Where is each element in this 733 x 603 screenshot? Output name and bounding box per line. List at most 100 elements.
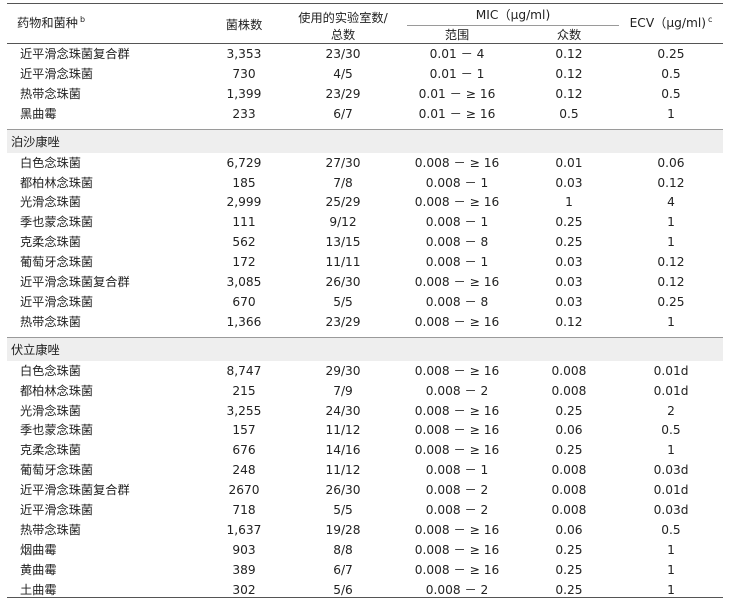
- cell-ecv: 0.12: [657, 255, 685, 270]
- cell-strain-count: 676: [232, 443, 256, 458]
- cell-strain-count: 172: [232, 255, 256, 270]
- cell-species: 葡萄牙念珠菌: [20, 255, 94, 270]
- cell-mic-range: 0.008 － 1: [425, 215, 489, 230]
- cell-ecv: 1: [667, 106, 675, 121]
- cell-mic-range: 0.008 － ≥ 16: [414, 195, 500, 210]
- cell-mic-range: 0.008 － 2: [425, 582, 489, 597]
- group-separator: [7, 336, 723, 338]
- cell-strain-count: 670: [232, 294, 256, 309]
- cell-mic-mode: 0.03: [555, 294, 583, 309]
- cell-mic-mode: 0.12: [555, 314, 583, 329]
- cell-mic-mode: 0.25: [555, 582, 583, 597]
- cell-species: 黑曲霉: [20, 106, 57, 121]
- cell-labs: 6/7: [333, 106, 353, 121]
- cell-species: 近平滑念珠菌复合群: [20, 483, 130, 498]
- cell-species: 黄曲霉: [20, 562, 57, 577]
- cell-species: 季也蒙念珠菌: [20, 215, 94, 230]
- cell-mic-range: 0.01 － ≥ 16: [418, 106, 496, 121]
- cell-strain-count: 185: [232, 175, 256, 190]
- cell-species: 土曲霉: [20, 582, 57, 597]
- cell-strain-count: 3,353: [226, 47, 262, 61]
- cell-labs: 13/15: [325, 235, 361, 250]
- cell-strain-count: 730: [232, 66, 256, 81]
- cell-mic-range: 0.008 － ≥ 16: [414, 275, 500, 289]
- cell-ecv: 0.06: [657, 155, 685, 170]
- cell-mic-mode: 0.25: [555, 562, 583, 577]
- cell-labs: 23/30: [325, 47, 361, 61]
- cell-mic-mode: 0.03: [555, 175, 583, 190]
- cell-strain-count: 1,399: [226, 86, 262, 101]
- cell-ecv: 0.5: [661, 66, 681, 81]
- cell-ecv: 1: [667, 235, 675, 250]
- cell-mic-mode: 0.008: [551, 463, 587, 478]
- cell-mic-mode: 0.008: [551, 363, 587, 378]
- cell-labs: 26/30: [325, 483, 361, 498]
- cell-labs: 5/6: [333, 582, 353, 597]
- cell-species: 近平滑念珠菌复合群: [20, 47, 130, 61]
- cell-species: 光滑念珠菌: [20, 195, 81, 210]
- header-labs-line2: 总数: [330, 28, 356, 42]
- cell-mic-range: 0.008 － 2: [425, 483, 489, 498]
- cell-ecv: 0.5: [661, 86, 681, 101]
- cell-labs: 11/12: [325, 423, 361, 438]
- section-title: 伏立康唑: [11, 342, 60, 357]
- cell-species: 光滑念珠菌: [20, 403, 81, 418]
- cell-labs: 29/30: [325, 363, 361, 378]
- cell-species: 近平滑念珠菌: [20, 294, 94, 309]
- cell-ecv: 0.25: [657, 294, 685, 309]
- cell-ecv: 1: [667, 582, 675, 597]
- cell-mic-mode: 0.12: [555, 66, 583, 81]
- cell-mic-mode: 0.06: [555, 423, 583, 438]
- cell-ecv: 0.01d: [653, 383, 689, 398]
- top-rule: [7, 3, 723, 4]
- group-separator: [7, 128, 723, 130]
- cell-mic-range: 0.008 － ≥ 16: [414, 403, 500, 418]
- cell-ecv: 0.12: [657, 275, 685, 289]
- cell-ecv: 0.01d: [653, 483, 689, 498]
- cell-mic-range: 0.008 － 1: [425, 463, 489, 478]
- cell-strain-count: 8,747: [226, 363, 262, 378]
- cell-labs: 26/30: [325, 275, 361, 289]
- cell-mic-mode: 0.25: [555, 542, 583, 557]
- cell-labs: 7/9: [333, 383, 353, 398]
- cell-ecv: 0.03d: [653, 503, 689, 517]
- header-rule: [7, 43, 723, 44]
- cell-ecv: 1: [667, 562, 675, 577]
- cell-strain-count: 3,255: [226, 403, 262, 418]
- cell-ecv: 0.5: [661, 522, 681, 537]
- cell-mic-range: 0.008 － ≥ 16: [414, 423, 500, 438]
- cell-mic-range: 0.01 － 1: [429, 66, 485, 81]
- header-ecv: ECV（μg/ml) c: [629, 15, 713, 30]
- cell-species: 白色念珠菌: [20, 363, 81, 378]
- cell-labs: 5/5: [333, 503, 353, 517]
- cell-mic-mode: 0.12: [555, 47, 583, 61]
- bottom-rule: [7, 597, 723, 598]
- cell-species: 克柔念珠菌: [20, 443, 81, 458]
- cell-mic-range: 0.01 － 4: [429, 47, 485, 61]
- cell-species: 热带念珠菌: [20, 86, 81, 101]
- cell-labs: 11/12: [325, 463, 361, 478]
- cell-labs: 27/30: [325, 155, 361, 170]
- cell-mic-range: 0.008 － 8: [425, 294, 489, 309]
- cell-mic-mode: 0.5: [559, 106, 579, 121]
- cell-strain-count: 233: [232, 106, 256, 121]
- cell-labs: 14/16: [325, 443, 361, 458]
- header-drug-species: 药物和菌种 b: [17, 15, 86, 30]
- cell-mic-range: 0.008 － ≥ 16: [414, 314, 500, 329]
- cell-labs: 4/5: [333, 66, 353, 81]
- header-strain-count: 菌株数: [225, 18, 263, 32]
- cell-mic-mode: 0.01: [555, 155, 583, 170]
- cell-ecv: 1: [667, 215, 675, 230]
- cell-mic-mode: 0.25: [555, 235, 583, 250]
- cell-strain-count: 248: [232, 463, 256, 478]
- mic-subheader-rule: [407, 25, 619, 26]
- cell-ecv: 2: [667, 403, 675, 418]
- cell-species: 白色念珠菌: [20, 155, 81, 170]
- cell-labs: 25/29: [325, 195, 361, 210]
- cell-mic-mode: 1: [565, 195, 573, 210]
- cell-ecv: 0.01d: [653, 363, 689, 378]
- cell-mic-mode: 0.008: [551, 383, 587, 398]
- header-mic: MIC（μg/ml): [475, 8, 551, 22]
- cell-species: 季也蒙念珠菌: [20, 423, 94, 438]
- cell-species: 近平滑念珠菌复合群: [20, 275, 130, 289]
